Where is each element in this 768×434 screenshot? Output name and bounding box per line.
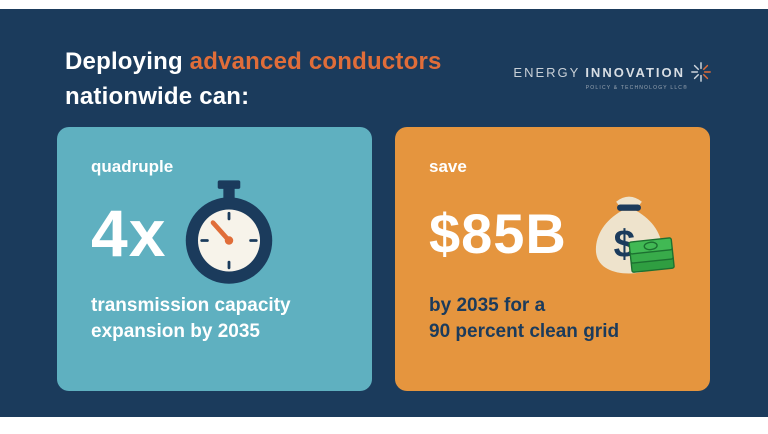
navy-panel: Deploying advanced conductors nationwide…	[0, 9, 768, 417]
stat-cards: quadruple 4x	[57, 127, 710, 391]
card-save-value: $85B	[429, 201, 567, 265]
logo-word-energy: ENERGY	[513, 64, 581, 80]
card-quadruple-desc-line1: transmission capacity	[91, 295, 291, 316]
card-quadruple-value: 4x	[91, 196, 167, 270]
page-title: Deploying advanced conductors nationwide…	[65, 45, 442, 115]
card-quadruple-value-row: 4x	[91, 177, 338, 289]
card-save: save $85B $	[395, 127, 710, 391]
card-quadruple-desc: transmission capacity expansion by 2035	[91, 293, 338, 344]
energy-innovation-logo: ENERGY INNOVATION	[513, 61, 712, 91]
card-save-desc-line2: 90 percent clean grid	[429, 320, 620, 342]
logo-subtext: POLICY & TECHNOLOGY LLC®	[585, 85, 688, 91]
stopwatch-icon	[182, 180, 276, 286]
card-save-desc-line1: by 2035 for a	[429, 295, 546, 316]
header: Deploying advanced conductors nationwide…	[65, 45, 712, 115]
logo-word-innovation: INNOVATION	[585, 64, 685, 80]
sunburst-icon	[690, 61, 712, 83]
title-highlight: advanced conductors	[189, 48, 442, 75]
card-save-value-row: $85B $	[429, 177, 676, 289]
card-quadruple: quadruple 4x	[57, 127, 372, 391]
logo-row: ENERGY INNOVATION	[513, 61, 712, 83]
card-save-kicker: save	[429, 157, 467, 176]
title-part1: Deploying	[65, 48, 190, 75]
card-quadruple-kicker: quadruple	[91, 157, 174, 176]
card-quadruple-desc-line2: expansion by 2035	[91, 320, 260, 342]
money-bag-icon: $	[583, 187, 675, 279]
card-save-desc: by 2035 for a 90 percent clean grid	[429, 293, 676, 344]
title-part2: nationwide can:	[65, 82, 250, 110]
